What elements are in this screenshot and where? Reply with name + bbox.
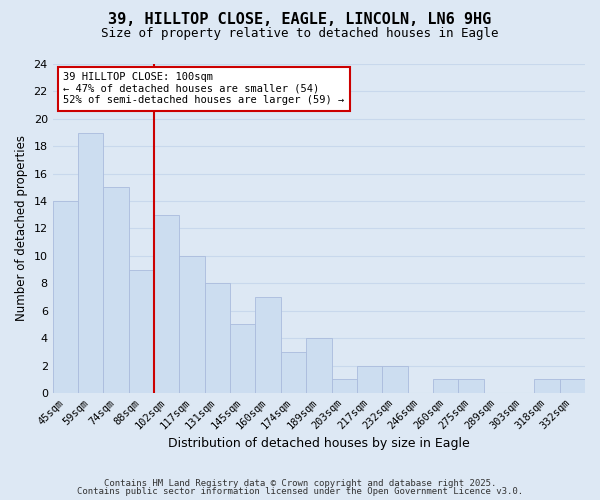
Text: 39, HILLTOP CLOSE, EAGLE, LINCOLN, LN6 9HG: 39, HILLTOP CLOSE, EAGLE, LINCOLN, LN6 9… bbox=[109, 12, 491, 28]
Text: Size of property relative to detached houses in Eagle: Size of property relative to detached ho… bbox=[101, 28, 499, 40]
Bar bbox=[332, 380, 357, 393]
Bar bbox=[103, 188, 129, 393]
X-axis label: Distribution of detached houses by size in Eagle: Distribution of detached houses by size … bbox=[168, 437, 470, 450]
Bar bbox=[78, 132, 103, 393]
Bar bbox=[154, 215, 179, 393]
Bar bbox=[230, 324, 256, 393]
Bar bbox=[256, 297, 281, 393]
Y-axis label: Number of detached properties: Number of detached properties bbox=[15, 136, 28, 322]
Bar bbox=[281, 352, 306, 393]
Bar bbox=[129, 270, 154, 393]
Bar bbox=[458, 380, 484, 393]
Bar bbox=[535, 380, 560, 393]
Text: 39 HILLTOP CLOSE: 100sqm
← 47% of detached houses are smaller (54)
52% of semi-d: 39 HILLTOP CLOSE: 100sqm ← 47% of detach… bbox=[64, 72, 344, 106]
Text: Contains public sector information licensed under the Open Government Licence v3: Contains public sector information licen… bbox=[77, 487, 523, 496]
Bar bbox=[53, 201, 78, 393]
Bar bbox=[179, 256, 205, 393]
Bar bbox=[306, 338, 332, 393]
Text: Contains HM Land Registry data © Crown copyright and database right 2025.: Contains HM Land Registry data © Crown c… bbox=[104, 478, 496, 488]
Bar bbox=[205, 284, 230, 393]
Bar bbox=[560, 380, 585, 393]
Bar bbox=[357, 366, 382, 393]
Bar bbox=[382, 366, 407, 393]
Bar bbox=[433, 380, 458, 393]
